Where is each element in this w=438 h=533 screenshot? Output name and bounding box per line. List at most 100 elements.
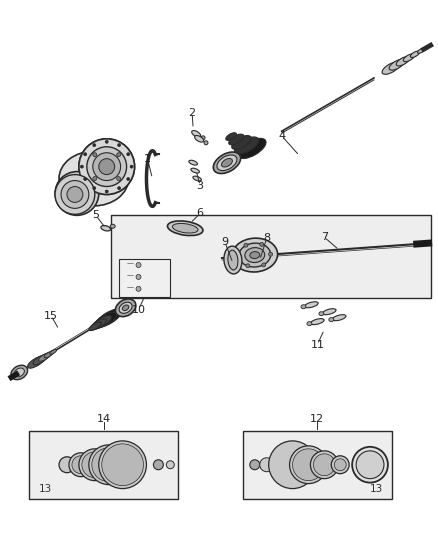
Text: —: — — [127, 260, 134, 266]
Ellipse shape — [224, 246, 242, 274]
Circle shape — [311, 451, 338, 479]
Circle shape — [69, 185, 85, 201]
Circle shape — [117, 176, 120, 181]
Text: 8: 8 — [263, 233, 270, 243]
Ellipse shape — [237, 139, 266, 158]
Ellipse shape — [329, 318, 334, 321]
Ellipse shape — [122, 305, 129, 311]
Circle shape — [89, 445, 129, 484]
Circle shape — [79, 449, 111, 481]
Circle shape — [93, 187, 96, 190]
Ellipse shape — [228, 250, 238, 270]
Text: 4: 4 — [278, 131, 285, 141]
Circle shape — [55, 172, 99, 215]
Ellipse shape — [44, 351, 54, 358]
Text: 13: 13 — [369, 483, 383, 494]
Ellipse shape — [49, 350, 57, 354]
Circle shape — [136, 274, 141, 279]
Circle shape — [79, 139, 134, 195]
Circle shape — [268, 441, 316, 489]
Circle shape — [250, 460, 260, 470]
Ellipse shape — [191, 168, 199, 173]
Ellipse shape — [389, 59, 405, 70]
Circle shape — [246, 264, 250, 268]
Bar — [111, 215, 431, 298]
Circle shape — [92, 448, 126, 482]
Circle shape — [153, 460, 163, 470]
Text: 5: 5 — [92, 211, 99, 220]
Circle shape — [59, 457, 75, 473]
Ellipse shape — [204, 141, 208, 145]
Ellipse shape — [28, 356, 45, 368]
Text: 12: 12 — [310, 414, 325, 424]
Ellipse shape — [59, 151, 129, 206]
Circle shape — [82, 452, 108, 478]
Circle shape — [166, 461, 174, 469]
Circle shape — [105, 190, 108, 193]
Ellipse shape — [417, 49, 424, 53]
Circle shape — [268, 252, 272, 256]
Ellipse shape — [192, 131, 201, 137]
Ellipse shape — [222, 158, 233, 167]
Circle shape — [95, 155, 119, 179]
Ellipse shape — [410, 51, 420, 58]
Ellipse shape — [193, 176, 201, 181]
Ellipse shape — [403, 54, 415, 62]
Ellipse shape — [11, 365, 28, 379]
Text: 11: 11 — [311, 340, 325, 350]
Ellipse shape — [194, 135, 204, 142]
Text: 9: 9 — [221, 237, 229, 247]
Circle shape — [93, 143, 96, 147]
Circle shape — [84, 153, 87, 156]
Bar — [243, 431, 392, 498]
Circle shape — [237, 254, 241, 258]
Ellipse shape — [232, 238, 278, 272]
Text: 10: 10 — [131, 305, 145, 314]
Circle shape — [244, 243, 248, 247]
Circle shape — [260, 243, 264, 246]
Ellipse shape — [189, 160, 198, 165]
Circle shape — [69, 453, 93, 477]
Ellipse shape — [201, 136, 205, 140]
Ellipse shape — [239, 243, 271, 267]
Circle shape — [136, 263, 141, 268]
Text: 15: 15 — [44, 311, 58, 321]
Circle shape — [93, 176, 97, 181]
Circle shape — [118, 187, 120, 190]
Circle shape — [118, 143, 120, 147]
Ellipse shape — [382, 62, 400, 75]
Circle shape — [331, 456, 349, 474]
Circle shape — [84, 177, 87, 181]
Ellipse shape — [332, 314, 346, 321]
Circle shape — [99, 441, 146, 489]
Ellipse shape — [226, 133, 237, 140]
Circle shape — [102, 444, 144, 486]
Circle shape — [290, 446, 327, 483]
Bar — [119, 259, 170, 297]
Circle shape — [105, 140, 108, 143]
Circle shape — [261, 263, 266, 267]
Circle shape — [93, 153, 120, 181]
Ellipse shape — [232, 135, 251, 149]
Ellipse shape — [173, 223, 198, 233]
Circle shape — [352, 447, 388, 482]
Circle shape — [55, 175, 95, 214]
Ellipse shape — [92, 316, 112, 329]
Ellipse shape — [319, 312, 324, 316]
Ellipse shape — [305, 302, 318, 308]
Circle shape — [127, 177, 130, 181]
Circle shape — [356, 451, 384, 479]
Ellipse shape — [250, 252, 260, 259]
Text: 3: 3 — [197, 181, 204, 190]
Circle shape — [101, 160, 113, 173]
Ellipse shape — [301, 305, 306, 309]
Ellipse shape — [322, 309, 336, 314]
Circle shape — [293, 449, 324, 481]
Ellipse shape — [110, 224, 115, 228]
Ellipse shape — [235, 137, 258, 154]
Text: —: — — [127, 284, 134, 290]
Ellipse shape — [101, 225, 110, 231]
Ellipse shape — [217, 155, 237, 171]
Ellipse shape — [213, 152, 240, 174]
Ellipse shape — [89, 322, 101, 330]
